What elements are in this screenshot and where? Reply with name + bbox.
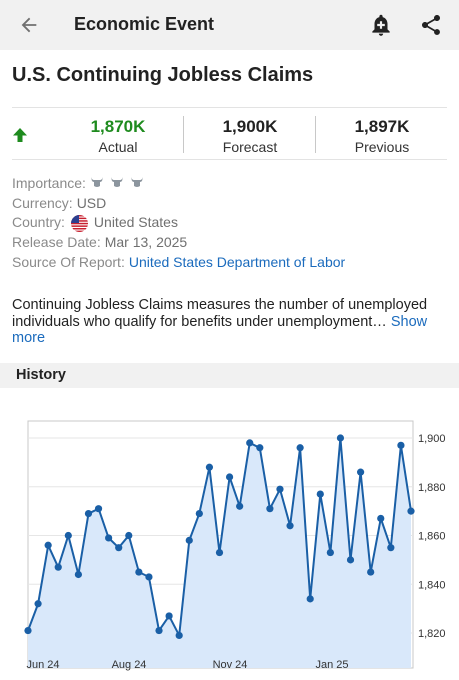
data-point[interactable]: [115, 544, 123, 552]
data-point[interactable]: [225, 473, 234, 481]
data-point[interactable]: [44, 541, 52, 549]
data-point[interactable]: [346, 556, 355, 564]
data-point[interactable]: [24, 626, 32, 635]
event-description: Continuing Jobless Claims measures the n…: [12, 297, 442, 347]
data-point[interactable]: [296, 444, 304, 452]
actual-stat: 1,870K Actual: [78, 117, 158, 155]
divider: [183, 116, 184, 153]
x-tick-label: Aug 24: [112, 659, 147, 671]
data-point[interactable]: [64, 531, 72, 540]
data-point[interactable]: [84, 509, 93, 518]
data-point[interactable]: [125, 531, 133, 540]
bull-icon: [110, 177, 123, 187]
divider: [315, 116, 316, 153]
country-row: Country: United States: [12, 213, 345, 233]
us-flag-icon: [70, 214, 88, 232]
description-text: Continuing Jobless Claims measures the n…: [12, 297, 428, 330]
source-link[interactable]: United States Department of Labor: [128, 253, 346, 270]
top-app-bar: Economic Event: [0, 0, 459, 50]
forecast-label: Forecast: [222, 139, 278, 155]
data-point[interactable]: [205, 463, 214, 471]
data-point[interactable]: [397, 441, 405, 449]
release-date-label: Release Date:: [12, 234, 101, 251]
x-tick-label: Jun 24: [26, 659, 59, 671]
x-tick-label: Jan 25: [315, 659, 348, 671]
importance-row: Importance:: [12, 174, 345, 194]
data-point[interactable]: [94, 505, 103, 513]
history-section-header: History: [0, 363, 459, 388]
data-point[interactable]: [175, 631, 183, 640]
share-button[interactable]: [416, 10, 446, 40]
actual-value: 1,870K: [90, 117, 146, 136]
data-point[interactable]: [336, 434, 345, 442]
previous-label: Previous: [354, 139, 410, 155]
data-point[interactable]: [195, 509, 203, 518]
data-point[interactable]: [135, 568, 143, 576]
data-point[interactable]: [306, 595, 314, 603]
history-chart: 1,900 1,880 1,860 1,840 1,820 Jun 24 Aug 24 No…: [24, 420, 446, 671]
data-point[interactable]: [74, 570, 82, 579]
currency-value: USD: [76, 194, 107, 211]
actual-label: Actual: [98, 139, 138, 155]
currency-label: Currency:: [12, 194, 73, 211]
data-point[interactable]: [326, 548, 334, 557]
add-alert-button[interactable]: [366, 10, 396, 40]
data-point[interactable]: [215, 548, 224, 557]
show-more-link[interactable]: Show more: [12, 313, 428, 347]
data-point[interactable]: [276, 485, 284, 493]
arrow-up-icon: [13, 128, 27, 142]
previous-value: 1,897K: [354, 117, 410, 136]
y-tick-label: 1,820: [418, 628, 446, 640]
history-title: History: [16, 367, 66, 383]
data-point[interactable]: [387, 544, 395, 552]
x-tick-label: Nov 24: [213, 659, 248, 671]
previous-stat: 1,897K Previous: [338, 117, 426, 155]
data-point[interactable]: [357, 468, 365, 476]
data-point[interactable]: [185, 536, 193, 544]
data-point[interactable]: [286, 522, 294, 530]
arrow-left-icon: [21, 17, 37, 33]
data-point[interactable]: [246, 439, 254, 447]
y-tick-label: 1,900: [418, 433, 446, 445]
back-button[interactable]: [14, 10, 44, 40]
data-point[interactable]: [266, 505, 274, 513]
importance-label: Importance:: [12, 175, 86, 191]
data-point[interactable]: [316, 490, 324, 498]
data-point[interactable]: [377, 514, 385, 523]
country-label: Country:: [12, 214, 65, 231]
data-point[interactable]: [155, 626, 163, 635]
source-label: Source Of Report:: [12, 253, 125, 270]
release-date-row: Release Date: Mar 13, 2025: [12, 233, 345, 253]
data-point[interactable]: [165, 612, 173, 620]
event-stats: 1,870K Actual 1,900K Forecast 1,897K Pre…: [12, 107, 447, 160]
bell-plus-icon: [372, 14, 390, 36]
forecast-value: 1,900K: [222, 117, 278, 136]
page-title: U.S. Continuing Jobless Claims: [12, 64, 314, 86]
forecast-stat: 1,900K Forecast: [208, 117, 292, 155]
country-value: United States: [93, 214, 178, 231]
data-point[interactable]: [407, 507, 415, 515]
data-point[interactable]: [367, 568, 375, 576]
data-point[interactable]: [256, 444, 264, 452]
bull-icon: [90, 177, 103, 187]
data-point[interactable]: [105, 534, 113, 542]
bull-icon: [130, 177, 143, 187]
release-date-value: Mar 13, 2025: [104, 234, 188, 251]
importance-rating: [90, 174, 146, 194]
source-row: Source Of Report: United States Departme…: [12, 253, 345, 273]
currency-row: Currency: USD: [12, 194, 345, 214]
y-tick-label: 1,840: [418, 579, 446, 591]
y-tick-label: 1,860: [418, 531, 446, 543]
data-point[interactable]: [145, 573, 153, 581]
share-icon: [422, 15, 440, 35]
y-tick-label: 1,880: [418, 482, 446, 494]
data-point[interactable]: [236, 502, 244, 510]
event-details: Importance: Currency: USD Country:: [12, 174, 345, 272]
data-point[interactable]: [54, 563, 62, 571]
data-point[interactable]: [34, 600, 42, 608]
app-bar-title: Economic Event: [74, 14, 215, 34]
